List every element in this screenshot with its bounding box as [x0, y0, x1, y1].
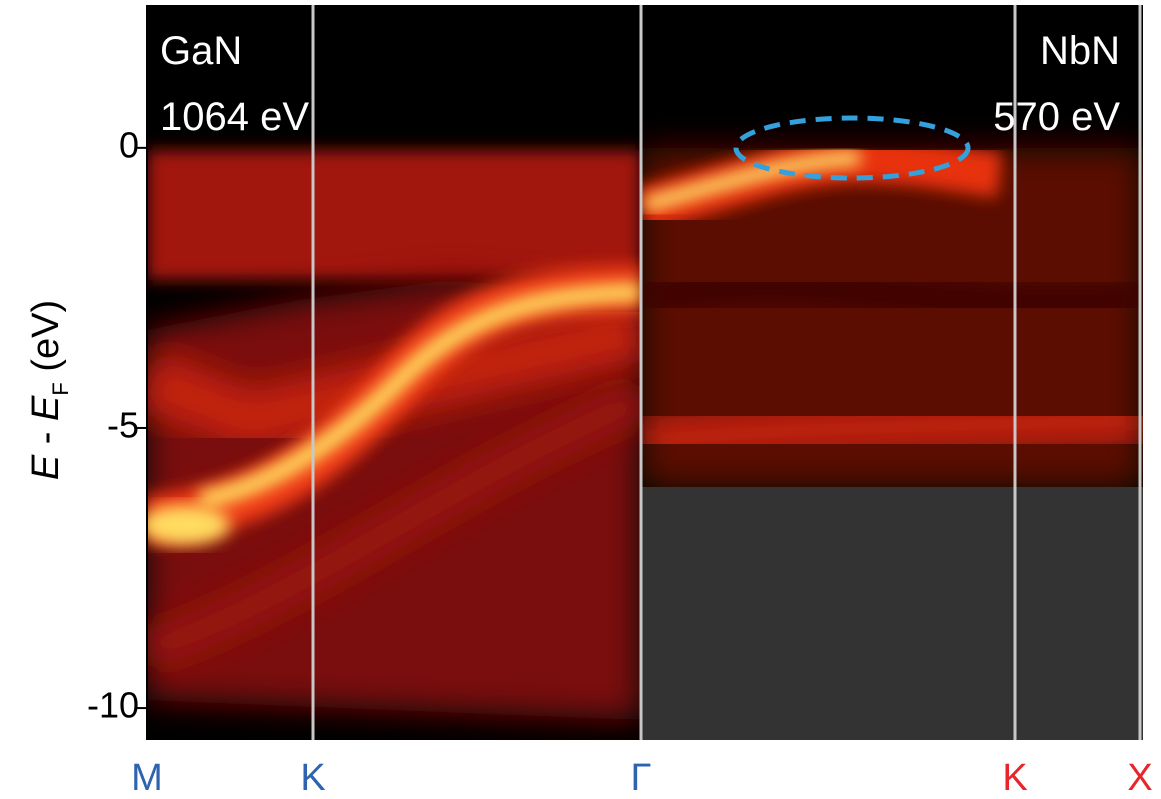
x-tick-label: Γ: [631, 757, 652, 799]
x-tick-label: K: [300, 757, 325, 799]
y-label-part: -: [25, 421, 67, 455]
annotation: GaN: [160, 29, 242, 73]
x-tick-label: X: [1127, 757, 1152, 799]
y-label-part: F: [48, 382, 73, 395]
nbn-spectrum: [641, 136, 1143, 487]
y-tick-label: -10: [87, 685, 139, 726]
y-axis-label: E - EF (eV): [25, 300, 73, 480]
y-label-part: (eV): [25, 300, 67, 382]
gan-spectrum: [147, 150, 641, 720]
highlight-ellipse: [733, 115, 971, 181]
annotation: 1064 eV: [160, 95, 309, 139]
y-tick-label: 0: [119, 124, 139, 165]
x-tick-label: K: [1002, 757, 1027, 799]
x-tick-label: M: [131, 757, 163, 799]
annotation: 570 eV: [993, 95, 1120, 139]
y-label-part: E: [25, 395, 67, 421]
y-tick-label: -5: [107, 404, 139, 445]
y-label-part: E: [25, 454, 67, 480]
annotation: NbN: [1040, 29, 1120, 73]
no-data-region: [641, 487, 1143, 740]
